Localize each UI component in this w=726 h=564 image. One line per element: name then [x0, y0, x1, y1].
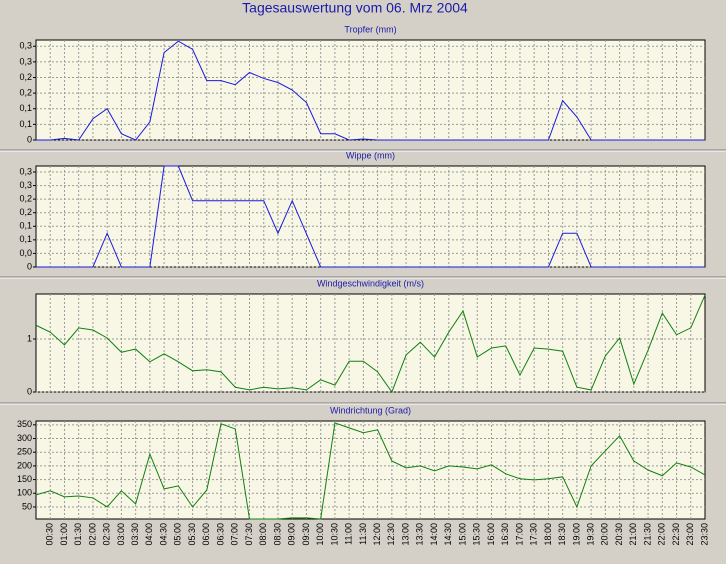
- y-tick-label: 300: [17, 433, 32, 443]
- x-tick-label: 17:30: [529, 523, 539, 546]
- panel-title: Windgeschwindigkeit (m/s): [317, 278, 424, 288]
- x-tick-label: 03:00: [116, 523, 126, 546]
- x-tick-label: 19:30: [586, 523, 596, 546]
- x-tick-label: 06:30: [215, 523, 225, 546]
- panel-title: Tropfer (mm): [344, 24, 396, 34]
- page-title: Tagesauswertung vom 06. Mrz 2004: [242, 0, 468, 16]
- x-tick-label: 04:00: [144, 523, 154, 546]
- x-tick-label: 07:00: [230, 523, 240, 546]
- y-tick-label: 0,2: [19, 207, 32, 217]
- y-tick-label: 350: [17, 419, 32, 429]
- x-tick-label: 11:30: [358, 523, 368, 545]
- x-tick-label: 06:00: [201, 523, 211, 546]
- plot-area: [35, 293, 706, 393]
- x-tick-label: 11:00: [344, 523, 354, 545]
- x-tick-label: 15:30: [472, 523, 482, 546]
- y-tick-label: 0,3: [19, 56, 32, 66]
- y-tick-label: 0: [27, 386, 32, 396]
- y-tick-label: 0,2: [19, 88, 32, 98]
- x-tick-label: 02:30: [102, 523, 112, 546]
- x-tick-label: 21:00: [628, 523, 638, 546]
- y-tick-label: 0,3: [19, 180, 32, 190]
- x-tick-label: 17:00: [514, 523, 524, 546]
- x-tick-label: 18:00: [543, 523, 553, 546]
- plot-area: [35, 420, 706, 520]
- x-tick-label: 07:30: [244, 523, 254, 546]
- y-tick-label: 250: [17, 447, 32, 457]
- x-tick-label: 02:00: [87, 523, 97, 546]
- y-tick-label: 50: [22, 501, 32, 511]
- y-tick-label: 200: [17, 460, 32, 470]
- data-line: [36, 40, 705, 141]
- x-tick-label: 00:30: [45, 523, 55, 546]
- panel-title: Wippe (mm): [346, 150, 395, 160]
- x-tick-label: 21:30: [642, 523, 652, 546]
- x-tick-label: 18:30: [557, 523, 567, 546]
- y-tick-label: 0,1: [19, 221, 32, 231]
- x-tick-label: 23:30: [699, 523, 709, 546]
- x-tick-label: 01:00: [59, 523, 69, 546]
- y-tick-label: 0,2: [19, 72, 32, 82]
- panel-title: Windrichtung (Grad): [330, 405, 411, 415]
- x-tick-label: 16:00: [486, 523, 496, 546]
- x-tick-label: 14:30: [443, 523, 453, 546]
- x-tick-label: 03:30: [130, 523, 140, 546]
- x-tick-label: 04:30: [158, 523, 168, 546]
- x-tick-label: 09:00: [287, 523, 297, 546]
- x-tick-label: 08:00: [258, 523, 268, 546]
- y-tick-label: 1: [27, 333, 32, 343]
- x-tick-label: 16:30: [500, 523, 510, 546]
- data-line: [35, 294, 706, 394]
- y-tick-label: 0,3: [19, 41, 32, 51]
- x-tick-label: 20:00: [600, 523, 610, 546]
- data-line: [36, 165, 705, 268]
- x-tick-label: 10:00: [315, 523, 325, 546]
- y-tick-label: 0,1: [19, 103, 32, 113]
- x-tick-label: 08:30: [272, 523, 282, 546]
- y-tick-label: 0,1: [19, 234, 32, 244]
- x-tick-label: 12:30: [386, 523, 396, 546]
- x-tick-label: 13:00: [400, 523, 410, 546]
- y-tick-label: 0,0: [19, 248, 32, 258]
- x-tick-label: 23:00: [685, 523, 695, 546]
- y-tick-label: 0: [27, 134, 32, 144]
- x-tick-label: 19:00: [571, 523, 581, 546]
- y-tick-label: 0,3: [19, 166, 32, 176]
- x-tick-label: 15:00: [457, 523, 467, 546]
- x-tick-label: 22:30: [671, 523, 681, 546]
- x-tick-label: 01:30: [73, 523, 83, 546]
- plot-area: [35, 165, 706, 268]
- x-tick-label: 20:30: [614, 523, 624, 546]
- plot-area: [35, 39, 706, 141]
- x-tick-label: 22:00: [657, 523, 667, 546]
- y-tick-label: 0,2: [19, 194, 32, 204]
- y-tick-label: 0,1: [19, 119, 32, 129]
- y-tick-label: 0: [27, 261, 32, 271]
- x-tick-label: 12:00: [372, 523, 382, 546]
- x-tick-label: 05:30: [187, 523, 197, 546]
- x-tick-label: 13:30: [415, 523, 425, 546]
- x-tick-label: 09:30: [301, 523, 311, 546]
- x-tick-label: 14:00: [429, 523, 439, 546]
- y-tick-label: 150: [17, 474, 32, 484]
- x-tick-label: 05:00: [173, 523, 183, 546]
- y-tick-label: 100: [17, 488, 32, 498]
- x-tick-label: 10:30: [329, 523, 339, 546]
- data-line: [35, 422, 706, 520]
